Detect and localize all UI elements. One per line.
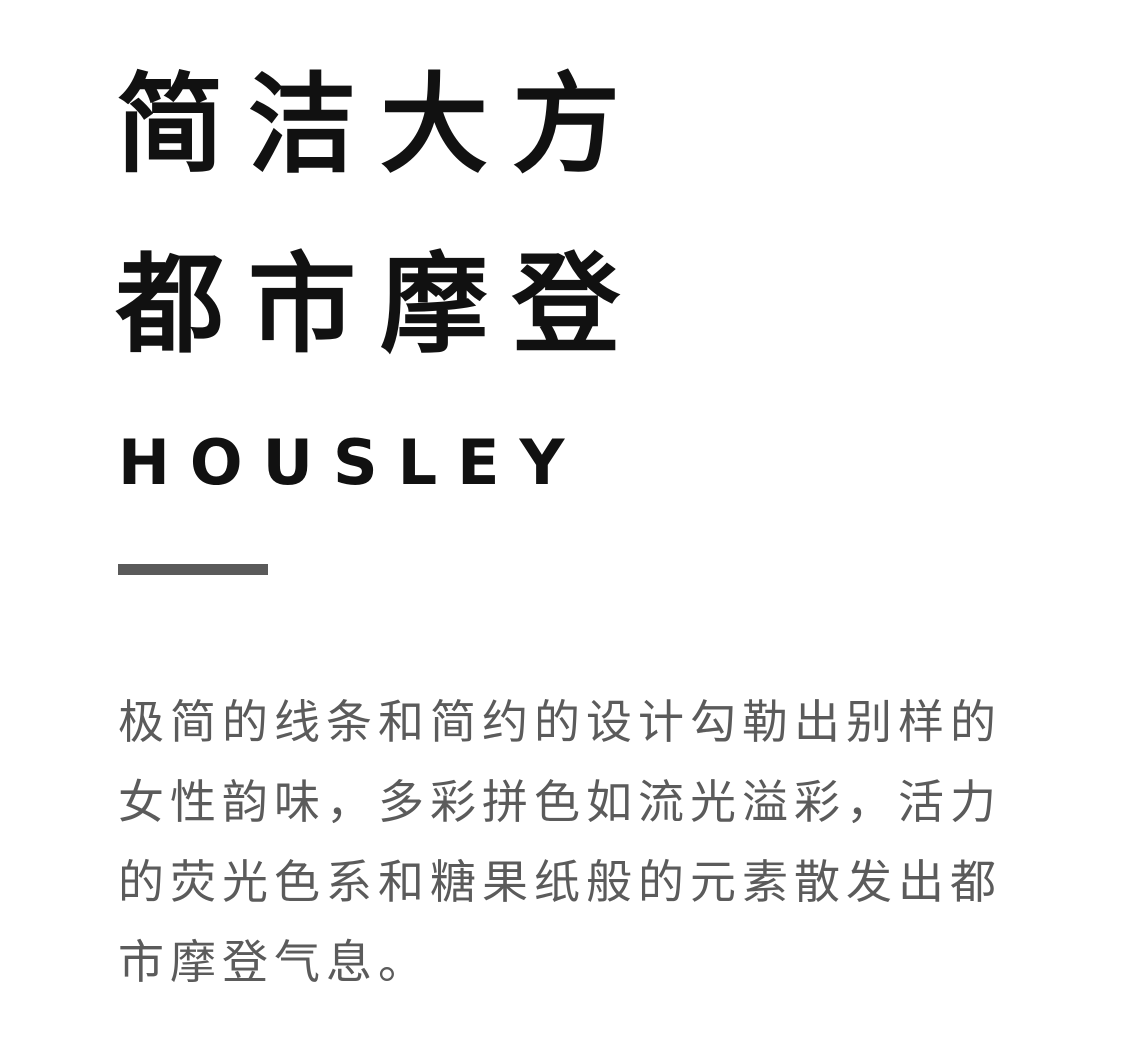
description-line-2: 女性韵味，多彩拼色如流光溢彩，活力 — [118, 775, 1002, 829]
description-line-4: 市摩登气息。 — [118, 935, 430, 989]
divider-bar — [118, 564, 268, 575]
description-line-3: 的荧光色系和糖果纸般的元素散发出都 — [118, 855, 1002, 909]
brand-name: HOUSLEY — [118, 426, 585, 499]
headline-line-1: 简洁大方 — [116, 63, 645, 188]
description-line-1: 极简的线条和简约的设计勾勒出别样的 — [118, 695, 1002, 749]
headline-line-2: 都市摩登 — [116, 243, 645, 368]
description: 极简的线条和简约的设计勾勒出别样的 女性韵味，多彩拼色如流光溢彩，活力 的荧光色… — [118, 682, 1038, 1002]
